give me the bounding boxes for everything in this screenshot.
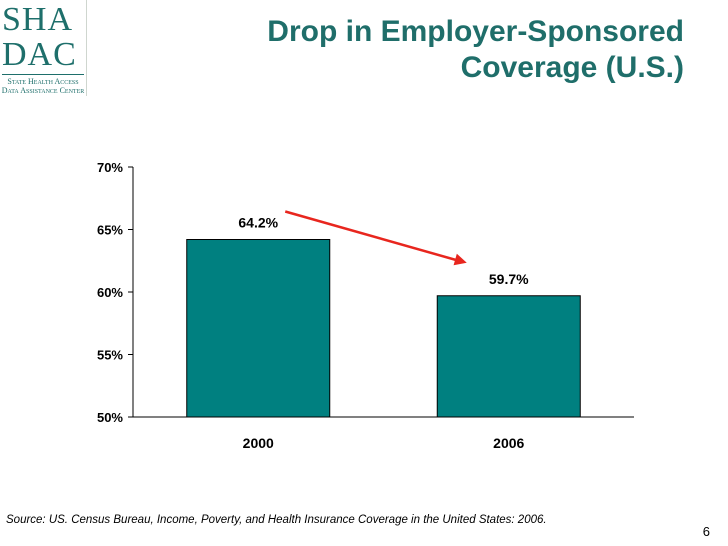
y-tick-label: 70% [97, 160, 123, 175]
y-tick-label: 50% [97, 410, 123, 425]
logo-rule [2, 74, 84, 75]
title-line-1: Drop in Employer-Sponsored [267, 15, 684, 48]
y-tick-label: 65% [97, 223, 123, 238]
decline-arrow-head [453, 253, 467, 266]
x-tick-label-2000: 2000 [243, 435, 274, 451]
logo-line-2: DAC [2, 36, 77, 73]
source-note: Source: US. Census Bureau, Income, Pover… [6, 514, 547, 526]
y-tick-label: 60% [97, 285, 123, 300]
x-tick-label-2006: 2006 [493, 435, 524, 451]
y-tick-label: 55% [97, 348, 123, 363]
logo-sub-1: State Health Access [7, 77, 79, 86]
title-line-2: Coverage (U.S.) [460, 51, 684, 84]
data-label-2000: 64.2% [238, 215, 278, 231]
decline-arrow-line [284, 210, 460, 262]
bar-2006 [436, 295, 581, 418]
data-label-2006: 59.7% [489, 271, 529, 287]
page-number: 6 [702, 524, 710, 539]
bar-2000 [186, 239, 331, 418]
logo-line-1: SHA [2, 1, 74, 38]
shadac-logo: SHA DAC State Health Access Data Assista… [0, 0, 87, 96]
logo-sub-2: Data Assistance Center [1, 86, 85, 95]
slide-title: Drop in Employer-Sponsored Coverage (U.S… [267, 14, 684, 86]
